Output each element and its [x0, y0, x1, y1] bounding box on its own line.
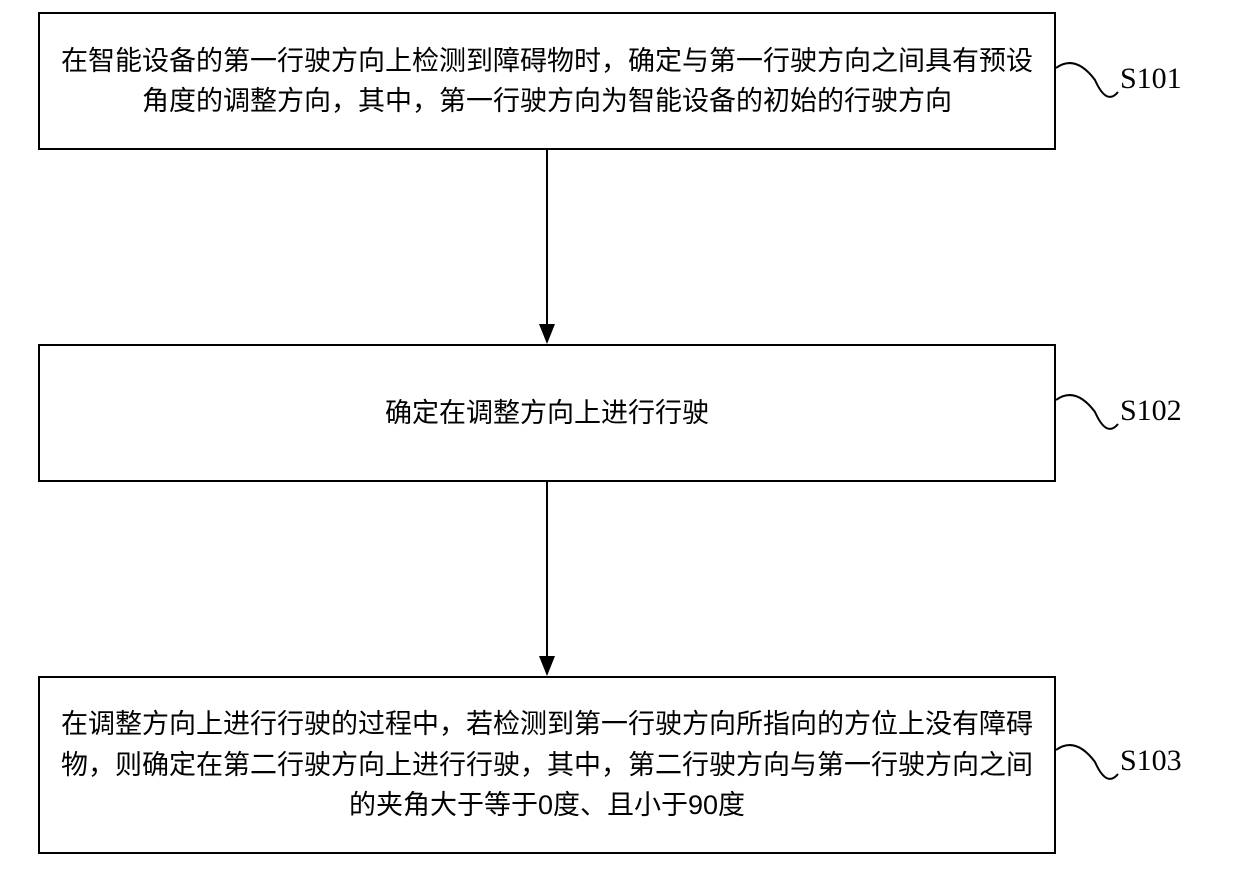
label-connector — [1056, 745, 1118, 779]
flow-node-text: 在智能设备的第一行驶方向上检测到障碍物时，确定与第一行驶方向之间具有预设角度的调… — [60, 41, 1034, 122]
label-connector — [1056, 63, 1118, 97]
step-label-s101: S101 — [1120, 62, 1182, 96]
flow-node-text: 在调整方向上进行行驶的过程中，若检测到第一行驶方向所指向的方位上没有障碍物，则确… — [60, 704, 1034, 826]
flowchart-canvas: 在智能设备的第一行驶方向上检测到障碍物时，确定与第一行驶方向之间具有预设角度的调… — [0, 0, 1240, 883]
flow-node-s101: 在智能设备的第一行驶方向上检测到障碍物时，确定与第一行驶方向之间具有预设角度的调… — [38, 12, 1056, 150]
flow-node-s102: 确定在调整方向上进行行驶 — [38, 344, 1056, 482]
flow-node-text: 确定在调整方向上进行行驶 — [60, 393, 1034, 434]
label-connector — [1056, 395, 1118, 429]
step-label-s102: S102 — [1120, 394, 1182, 428]
step-label-s103: S103 — [1120, 744, 1182, 778]
flow-node-s103: 在调整方向上进行行驶的过程中，若检测到第一行驶方向所指向的方位上没有障碍物，则确… — [38, 676, 1056, 854]
